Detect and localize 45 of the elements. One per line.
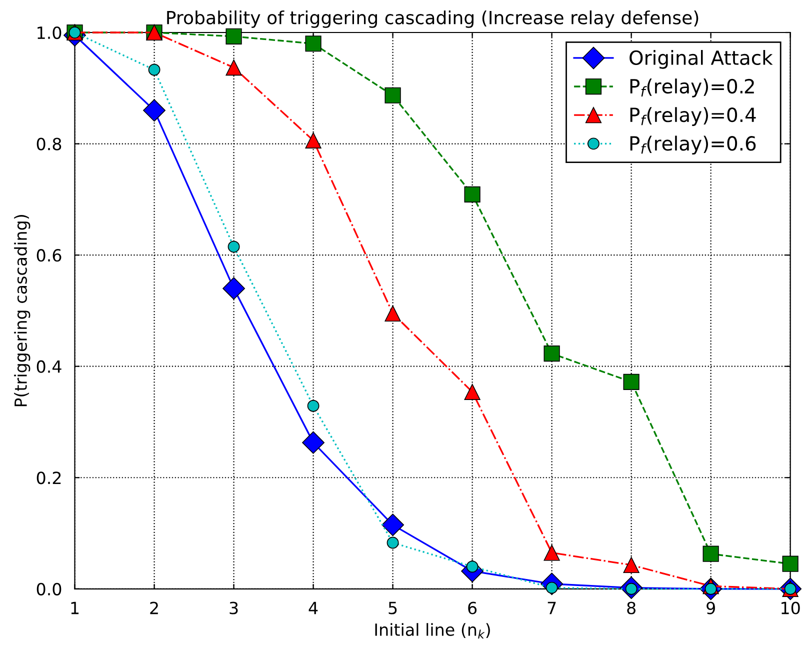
- y-tick-label: 0.4: [36, 360, 62, 373]
- chart-title: Probability of triggering cascading (Increase relay defense): [167, 10, 698, 28]
- point: [386, 536, 399, 549]
- y-tick-label: 0.8: [36, 138, 62, 150]
- point: [384, 305, 401, 322]
- legend-label: Original Attack: [630, 50, 773, 69]
- point: [623, 556, 640, 574]
- x-tick-label: 6: [468, 602, 477, 614]
- point: [226, 59, 242, 76]
- point: [302, 431, 325, 454]
- point: [305, 132, 322, 148]
- legend-label: P$_{f}$(relay)=0.4: [630, 107, 756, 126]
- x-tick-label: 9: [706, 602, 715, 614]
- point: [544, 345, 560, 362]
- y-axis-title: P(triggering cascading): [14, 215, 30, 406]
- x-tick-label: 1: [71, 602, 79, 614]
- point: [382, 514, 404, 536]
- point: [623, 374, 640, 390]
- point: [307, 400, 320, 412]
- x-axis-title: Initial line (n$_{k}$): [375, 623, 490, 638]
- x-tick-label: 5: [388, 602, 397, 614]
- x-tick-label: 2: [150, 602, 158, 614]
- point: [228, 240, 240, 253]
- point: [384, 87, 401, 104]
- x-tick-label: 10: [782, 602, 800, 614]
- x-tick-label: 4: [308, 602, 318, 614]
- point: [148, 64, 160, 76]
- x-tick-label: 8: [627, 602, 636, 614]
- point: [782, 556, 798, 572]
- point: [143, 99, 166, 122]
- point: [222, 277, 246, 300]
- point: [544, 544, 560, 561]
- point: [702, 546, 719, 562]
- y-tick-label: 0.2: [36, 472, 61, 484]
- y-tick-label: 0.0: [36, 582, 62, 596]
- point: [226, 28, 242, 44]
- y-tick-label: 0.6: [36, 249, 62, 262]
- legend-label: P$_{f}$(relay)=0.6: [630, 136, 756, 155]
- point: [305, 36, 322, 52]
- point: [464, 384, 480, 400]
- y-tick-label: 1.0: [38, 26, 62, 40]
- legend-label: P$_{f}$(relay)=0.2: [630, 78, 754, 98]
- x-tick-label: 3: [230, 602, 238, 614]
- point: [464, 186, 480, 202]
- x-tick-label: 7: [548, 602, 556, 614]
